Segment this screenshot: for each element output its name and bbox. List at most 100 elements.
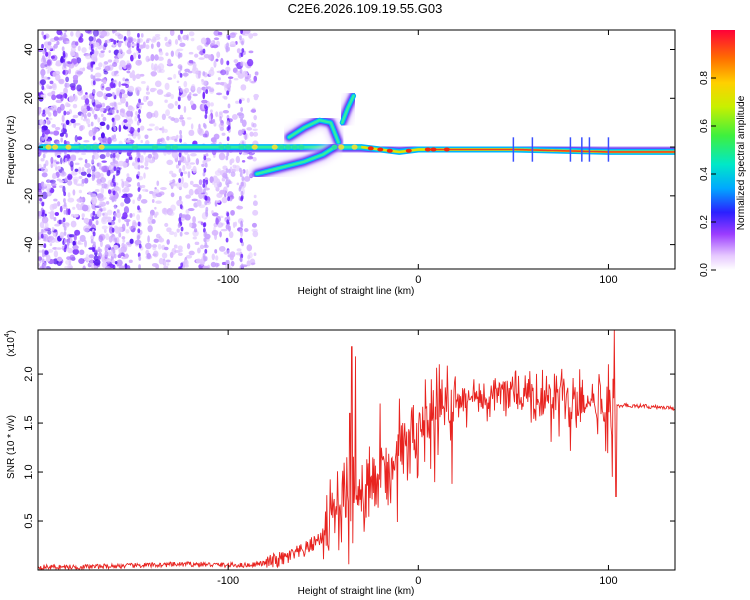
spectrogram-noise-speck: [230, 171, 236, 177]
spectrogram-noise-speck: [74, 162, 80, 166]
spectrogram-noise-speck: [236, 182, 240, 186]
spectrogram-noise-speck: [38, 125, 42, 129]
spectrogram-noise-speck: [221, 196, 228, 204]
spectrogram-noise-speck: [102, 116, 107, 122]
spectrogram-noise-speck: [179, 72, 183, 78]
spectrogram-noise-speck: [145, 39, 150, 44]
spectrogram-noise-speck: [167, 103, 175, 109]
spectrogram-noise-speck: [226, 90, 230, 96]
spectrogram-noise-speck: [177, 34, 181, 41]
spectrogram-noise-speck: [188, 51, 194, 55]
spectrogram-noise-speck: [38, 256, 43, 261]
spectrogram-noise-speck: [202, 171, 206, 177]
ridge-blob: [45, 144, 52, 150]
spectrogram-noise-speck: [103, 70, 109, 75]
spectrogram-noise-speck: [220, 57, 224, 66]
spectrogram-noise-speck: [240, 196, 244, 202]
spectrogram-noise-speck: [151, 62, 154, 71]
spectrogram-noise-speck: [177, 52, 181, 57]
spectrogram-noise-speck: [86, 168, 92, 174]
spectrogram-noise-speck: [84, 240, 87, 248]
spectrogram-noise-speck: [177, 245, 183, 251]
spectrogram-noise-speck: [192, 183, 200, 188]
spectrogram-noise-speck: [85, 53, 92, 60]
spectrogram-noise-speck: [241, 128, 245, 134]
spectrogram-noise-speck: [90, 121, 94, 127]
spectrogram-noise-speck: [62, 62, 66, 67]
spectrogram-noise-speck: [227, 87, 231, 93]
spectrogram-noise-speck: [96, 162, 102, 168]
spectrogram-noise-speck: [78, 189, 83, 194]
spectrogram-noise-speck: [219, 81, 225, 86]
spectrogram-noise-speck: [47, 45, 53, 51]
spectrogram-noise-speck: [80, 113, 84, 121]
spectrogram-noise-speck: [99, 107, 104, 113]
spectrogram-noise-speck: [128, 259, 133, 263]
spectrogram-noise-speck: [144, 160, 149, 167]
spectrogram-noise-speck: [218, 246, 226, 252]
spectrogram-noise-speck: [96, 210, 102, 218]
spectrogram-noise-speck: [186, 34, 189, 41]
spectrogram-noise-speck: [140, 80, 146, 84]
spectrogram-noise-speck: [81, 213, 85, 218]
spectrogram-noise-speck: [63, 87, 68, 95]
spectrogram-noise-speck: [198, 128, 204, 136]
spectrogram-noise-speck: [41, 201, 45, 207]
spectrogram-noise-speck: [253, 252, 257, 257]
spectrogram-noise-speck: [201, 99, 208, 104]
spectrogram-noise-speck: [246, 127, 253, 131]
spectrogram-noise-speck: [74, 41, 79, 46]
spectrogram-y-label: Frequency (Hz): [6, 116, 17, 185]
spectrogram-noise-speck: [252, 32, 258, 37]
spectrogram-noise-speck: [160, 186, 167, 191]
spectrogram-noise-speck: [53, 198, 58, 202]
spectrogram-noise-speck: [247, 254, 251, 260]
spectrogram-noise-speck: [115, 87, 121, 93]
ridge-blob: [65, 144, 72, 150]
spectrogram-noise-speck: [100, 113, 104, 118]
spectrogram-noise-speck: [61, 170, 65, 176]
spectrogram-noise-speck: [102, 79, 107, 85]
spectrogram-noise-speck: [137, 187, 141, 192]
snr-y-ticks: 0.5 1.0 1.5 2.0: [23, 366, 675, 529]
spectrogram-noise-speck: [236, 48, 241, 54]
spectrogram-noise-speck: [204, 200, 208, 206]
spectrogram-noise-speck: [187, 208, 195, 212]
spectrogram-noise-speck: [179, 249, 183, 253]
spectrogram-noise-speck: [198, 123, 201, 130]
spectrogram-noise-speck: [146, 252, 151, 259]
spectrogram-noise-speck: [149, 160, 154, 164]
spectrogram-noise-speck: [138, 109, 141, 114]
spectrogram-noise-speck: [112, 248, 116, 254]
spectrogram-noise-speck: [92, 101, 96, 107]
spectrogram-noise-speck: [218, 113, 224, 119]
spectrogram-noise-speck: [52, 247, 58, 250]
spectrogram-noise-speck: [91, 98, 95, 103]
spectrogram-noise-speck: [49, 242, 53, 247]
spectrogram-noise-speck: [230, 209, 235, 216]
spectrogram-noise-speck: [161, 113, 166, 121]
spectrogram-noise-speck: [43, 236, 47, 241]
spectrogram-noise-speck: [69, 254, 75, 261]
spectrogram-noise-speck: [147, 100, 154, 107]
spectrogram-noise-speck: [192, 93, 198, 97]
spectrogram-noise-speck: [151, 198, 155, 203]
spectrogram-noise-speck: [63, 209, 67, 215]
spectrogram-noise-speck: [44, 250, 49, 255]
spectrogram-noise-speck: [137, 181, 141, 187]
spectrogram-noise-speck: [67, 197, 75, 203]
spectrogram-noise-speck: [42, 226, 49, 230]
spectrogram-noise-speck: [171, 173, 177, 178]
spectrogram-noise-speck: [63, 202, 67, 207]
spectrogram-noise-speck: [243, 176, 251, 182]
spectrogram-noise-speck: [214, 170, 222, 176]
spectrogram-noise-speck: [184, 87, 190, 94]
snr-scale-label: (x10: [6, 337, 17, 357]
spectrogram-noise-speck: [181, 176, 184, 184]
spectrogram-noise-speck: [128, 38, 133, 44]
spectrogram-noise-speck: [49, 80, 54, 85]
spectrogram-noise-speck: [165, 259, 171, 263]
spectrogram-noise-speck: [170, 50, 174, 57]
spectrogram-noise-speck: [118, 232, 122, 238]
colorbar-label: Normalized spectral amplitude: [736, 95, 747, 230]
